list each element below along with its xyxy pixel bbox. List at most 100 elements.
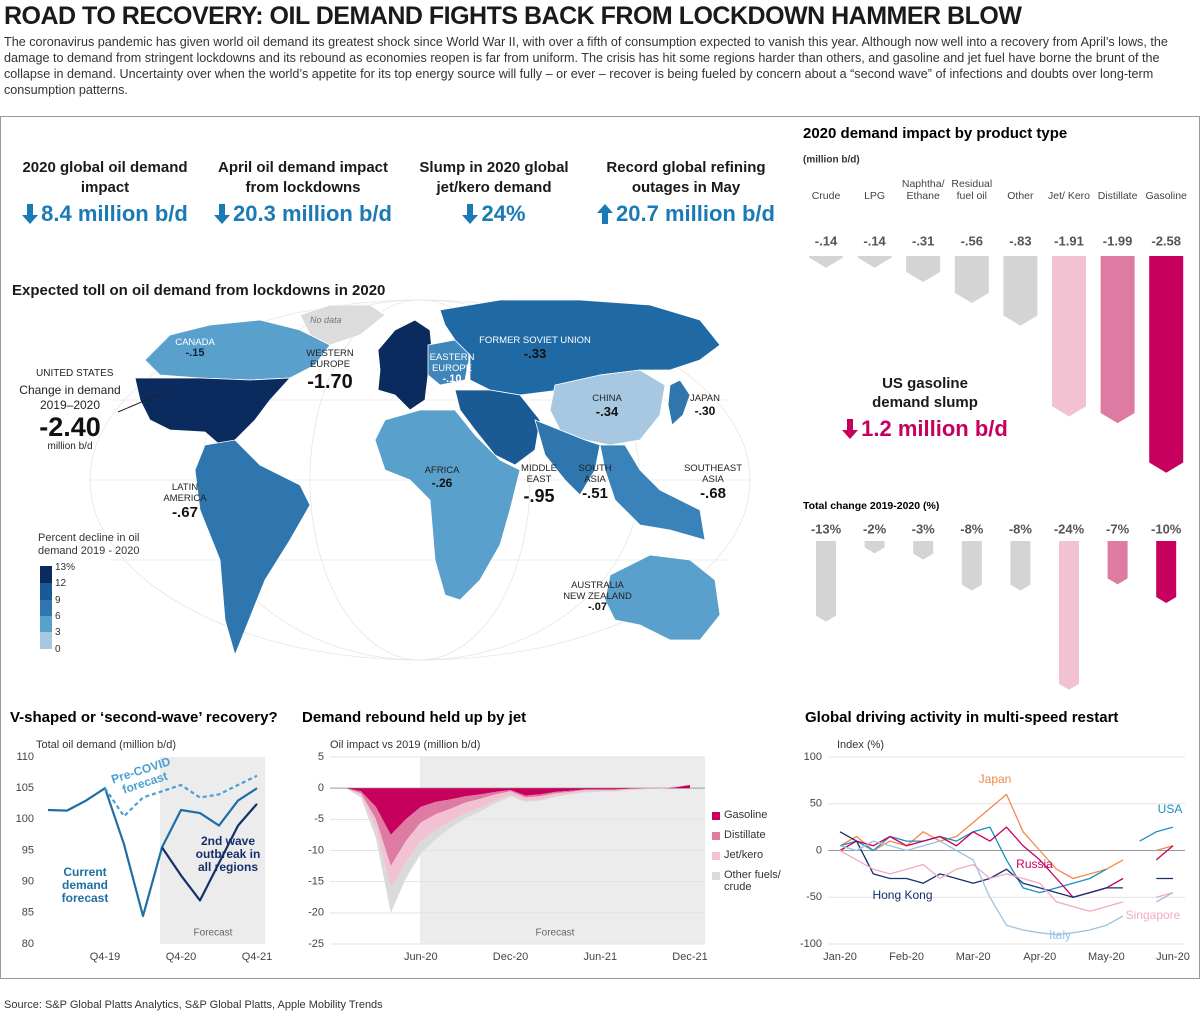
region-name: AUSTRALIA NEW ZEALAND bbox=[563, 580, 632, 602]
series-line bbox=[47, 787, 258, 918]
region-name: FORMER SOVIET UNION bbox=[479, 335, 591, 346]
map-legend-title: Percent decline in oil demand 2019 - 202… bbox=[38, 532, 140, 557]
chart-title: 2020 demand impact by product type bbox=[803, 125, 1067, 142]
x-tick-label: Mar-20 bbox=[956, 951, 991, 963]
series-line bbox=[839, 826, 1174, 898]
x-tick-label: Q4-19 bbox=[90, 951, 121, 963]
value-label: -.83 bbox=[1009, 233, 1031, 248]
bar bbox=[864, 541, 885, 554]
bar bbox=[816, 541, 836, 622]
series-label: Hong Kong bbox=[872, 888, 933, 902]
category-label: Other bbox=[1007, 190, 1034, 202]
legend-label: 0 bbox=[55, 644, 61, 655]
series-area bbox=[331, 785, 690, 867]
bar bbox=[1149, 256, 1184, 473]
region-united-states bbox=[134, 377, 291, 446]
y-tick-label: 50 bbox=[810, 798, 822, 810]
y-tick-label: 80 bbox=[22, 938, 34, 950]
page-description: The coronavirus pandemic has given world… bbox=[4, 35, 1168, 97]
series-line bbox=[161, 803, 258, 902]
arrow-down bbox=[462, 204, 479, 224]
legend-label: 6 bbox=[55, 611, 61, 622]
region-name: EASTERN EUROPE bbox=[429, 352, 475, 374]
region-name: CHINA bbox=[592, 393, 622, 404]
region-value: -.33 bbox=[523, 346, 547, 361]
legend-swatch bbox=[40, 566, 52, 583]
region-value: -.15 bbox=[185, 347, 205, 359]
kpi-value-text: 20.3 million b/d bbox=[233, 201, 392, 226]
bar bbox=[1100, 256, 1135, 424]
legend-label: Other fuels/ crude bbox=[724, 869, 781, 893]
value-label: -8% bbox=[960, 521, 984, 536]
arrow-down bbox=[22, 204, 39, 224]
legend-swatch bbox=[712, 872, 720, 880]
region-label: SOUTH ASIA -.51 bbox=[570, 463, 620, 503]
category-label: Naphtha/ Ethane bbox=[901, 178, 945, 202]
kpi-value: 20.3 million b/d bbox=[193, 201, 413, 227]
y-tick-label: 105 bbox=[16, 782, 34, 794]
region-label: CANADA -.15 bbox=[170, 337, 220, 359]
kpi-value: 8.4 million b/d bbox=[0, 201, 215, 227]
region-name: LATIN AMERICA bbox=[163, 482, 207, 504]
region-label: CHINA -.34 bbox=[577, 393, 637, 420]
legend-swatch bbox=[40, 616, 52, 632]
bar bbox=[1059, 541, 1079, 690]
region-label: AFRICA -.26 bbox=[412, 465, 472, 491]
chart-subtitle: Total oil demand (million b/d) bbox=[36, 739, 176, 751]
region-value: -.07 bbox=[588, 601, 607, 613]
series-label: USA bbox=[1157, 802, 1183, 816]
y-tick-label: -25 bbox=[308, 938, 324, 950]
legend-label: 3 bbox=[55, 627, 61, 638]
region-label: MIDDLE EAST -.95 bbox=[514, 463, 564, 507]
region-name: MIDDLE EAST bbox=[521, 463, 557, 485]
us-gasoline-value: 1.2 million b/d bbox=[815, 416, 1035, 442]
kpi-value-text: 8.4 million b/d bbox=[41, 201, 188, 226]
chart-subtitle: Oil impact vs 2019 (million b/d) bbox=[330, 739, 480, 751]
region-unit: million b/d bbox=[47, 441, 93, 452]
bar bbox=[913, 541, 934, 560]
legend-label: 9 bbox=[55, 595, 61, 606]
y-tick-label: 0 bbox=[816, 844, 822, 856]
region-name: JAPAN bbox=[690, 393, 720, 404]
region-value: -.67 bbox=[172, 504, 198, 521]
value-label: -10% bbox=[1151, 521, 1182, 536]
region-name: SOUTH ASIA bbox=[578, 463, 612, 485]
series-line bbox=[104, 774, 258, 818]
x-tick-label: Jun-20 bbox=[404, 951, 438, 963]
map-legend bbox=[40, 566, 52, 649]
y-tick-label: -20 bbox=[308, 907, 324, 919]
bar bbox=[954, 256, 989, 304]
us-gasoline-value-text: 1.2 million b/d bbox=[861, 416, 1008, 441]
region-label: EASTERN EUROPE -.10 bbox=[423, 352, 481, 385]
region-japan bbox=[667, 379, 691, 426]
arrow-down bbox=[214, 204, 231, 224]
y-tick-label: 95 bbox=[22, 844, 34, 856]
y-tick-label: 110 bbox=[16, 751, 34, 763]
series-label: Singapore bbox=[1125, 908, 1181, 922]
y-tick-label: -100 bbox=[800, 938, 822, 950]
value-label: -7% bbox=[1106, 521, 1130, 536]
legend-label: 12 bbox=[55, 578, 67, 589]
category-label: Distillate bbox=[1097, 190, 1138, 202]
legend-swatch bbox=[40, 600, 52, 616]
kpi-value: 20.7 million b/d bbox=[576, 201, 796, 227]
region-value: -.26 bbox=[431, 476, 453, 490]
legend-swatch bbox=[40, 583, 52, 600]
y-tick-label: 5 bbox=[318, 751, 324, 763]
region-name: AFRICA bbox=[424, 465, 460, 476]
region-southeast-asia bbox=[599, 444, 706, 541]
legend-swatch bbox=[712, 852, 720, 860]
category-label: Gasoline bbox=[1145, 190, 1187, 202]
bar bbox=[906, 256, 941, 283]
chart-subtitle: (million b/d) bbox=[803, 155, 860, 166]
us-gasoline-label: US gasoline demand slump bbox=[872, 375, 978, 411]
x-tick-label: Jun-20 bbox=[1156, 951, 1190, 963]
region-china bbox=[549, 369, 666, 446]
series-label: Current demand forecast bbox=[61, 865, 109, 905]
map-title: Expected toll on oil demand from lockdow… bbox=[12, 282, 386, 299]
y-tick-label: -50 bbox=[806, 891, 822, 903]
region-note: Change in demand 2019–2020 bbox=[19, 383, 121, 412]
value-label: -24% bbox=[1054, 521, 1085, 536]
kpi-value-text: 24% bbox=[481, 201, 526, 226]
region-western-europe bbox=[377, 319, 433, 411]
